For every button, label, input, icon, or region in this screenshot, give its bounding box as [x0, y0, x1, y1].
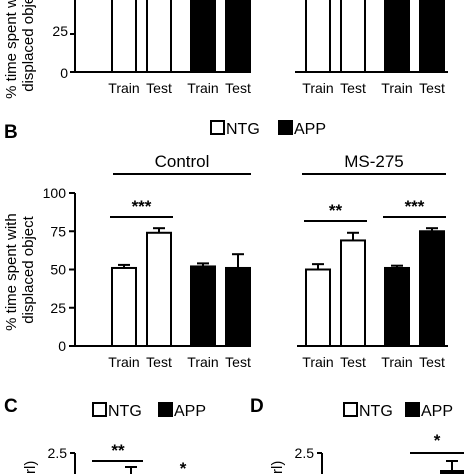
panel-d-bar — [440, 470, 464, 474]
panel-b-bars — [111, 227, 445, 347]
panel-b-ytick-label: 50 — [50, 262, 66, 278]
panel-d-ylabel-fragment: rl) — [269, 461, 286, 474]
top-bar-app-ms275-train — [384, 0, 410, 73]
x-category-label: Test — [146, 354, 172, 370]
panel-b-ylabel-line-1: % time spent with — [3, 213, 20, 331]
top-x-labels: Train Test Train Test Train Test Train Test — [108, 80, 445, 96]
panel-b-ytick-label: 75 — [50, 223, 66, 239]
top-bar-app-control-test — [225, 0, 251, 73]
bar-app-ms275-train — [384, 266, 410, 347]
top-x-category-label: Train — [381, 80, 412, 96]
panel-d: D NTG APP 2.5 rl) * — [250, 396, 464, 474]
top-x-category-label: Test — [146, 80, 172, 96]
x-category-label: Test — [419, 354, 445, 370]
x-category-label: Test — [340, 354, 366, 370]
top-bar-ntg-control-test — [146, 0, 172, 73]
panel-d-letter: D — [250, 396, 264, 417]
top-ylabel-line-2: displaced object — [20, 0, 37, 92]
top-bar-ntg-ms275-test — [340, 0, 366, 73]
legend-app-label: APP — [294, 121, 326, 138]
top-x-category-label: Test — [340, 80, 366, 96]
x-category-label: Train — [187, 354, 218, 370]
top-ylabel-line-1: % time spent with — [3, 0, 20, 99]
x-category-label: Train — [108, 354, 139, 370]
panel-b-ytick-label: 0 — [58, 338, 66, 354]
legend-ntg-label: NTG — [226, 121, 260, 138]
panel-b-legend: NTG APP — [210, 120, 326, 138]
group-label-ms275: MS-275 — [344, 152, 404, 171]
top-bar-ntg-ms275-train — [305, 0, 331, 73]
bar-ntg-control-train — [111, 266, 137, 347]
panel-b: B NTG APP Control MS-275 % time spent wi… — [3, 120, 448, 370]
top-x-category-label: Test — [419, 80, 445, 96]
legend-ntg-label: NTG — [359, 403, 393, 420]
panel-d-sig-label: * — [434, 431, 441, 450]
bar-app-control-test — [225, 266, 251, 347]
panel-c: C NTG APP 2.5 rl) ** * — [4, 396, 206, 474]
bar-ntg-ms275-test — [340, 239, 366, 347]
panel-b-ylabel: % time spent with displaced object — [3, 209, 37, 331]
bar-app-ms275-test — [419, 230, 445, 347]
top-ytick-label: 0 — [60, 65, 68, 81]
bar-app-control-train — [190, 265, 216, 347]
legend-app-swatch — [405, 402, 420, 417]
panel-b-letter: B — [4, 122, 18, 143]
panel-c-ylabel-fragment: rl) — [22, 461, 39, 474]
significance-label: ** — [329, 201, 343, 220]
top-ylabel: % time spent with displaced object — [3, 0, 37, 99]
panel-c-sig-label: ** — [111, 441, 125, 460]
legend-app-label: APP — [174, 403, 206, 420]
legend-app-label: APP — [421, 403, 453, 420]
top-x-category-label: Train — [302, 80, 333, 96]
bar-ntg-ms275-train — [305, 268, 331, 347]
top-bar-app-control-train — [190, 0, 216, 73]
top-x-category-label: Train — [187, 80, 218, 96]
panel-c-ytick-label: 2.5 — [48, 445, 68, 461]
top-panel: % time spent with displaced object 25 0 … — [3, 0, 448, 99]
legend-app-swatch — [158, 402, 173, 417]
group-label-control: Control — [155, 152, 210, 171]
panel-b-significance: *** ** *** — [110, 197, 446, 222]
x-category-label: Train — [302, 354, 333, 370]
panel-c-sig-label: * — [180, 459, 187, 474]
top-x-category-label: Train — [108, 80, 139, 96]
panel-b-ytick-label: 100 — [43, 185, 67, 201]
panel-b-ytick-label: 25 — [50, 300, 66, 316]
panel-b-ylabel-line-2: displaced object — [20, 215, 37, 323]
bar-ntg-control-test — [146, 231, 172, 347]
top-x-category-label: Test — [225, 80, 251, 96]
legend-ntg-label: NTG — [108, 403, 142, 420]
legend-ntg-swatch — [343, 402, 358, 417]
legend-app-swatch — [278, 120, 293, 135]
top-bar-ntg-control-train — [111, 0, 137, 73]
significance-label: *** — [132, 197, 152, 216]
x-category-label: Test — [225, 354, 251, 370]
panel-c-letter: C — [4, 396, 18, 417]
panel-d-ytick-label: 2.5 — [295, 445, 315, 461]
panel-b-x-labels: Train Test Train Test Train Test Train Test — [108, 354, 445, 370]
legend-ntg-swatch — [210, 120, 225, 135]
significance-label: *** — [405, 197, 425, 216]
top-ytick-label: 25 — [52, 23, 68, 39]
top-bar-app-ms275-test — [419, 0, 445, 73]
legend-ntg-swatch — [92, 402, 107, 417]
x-category-label: Train — [381, 354, 412, 370]
